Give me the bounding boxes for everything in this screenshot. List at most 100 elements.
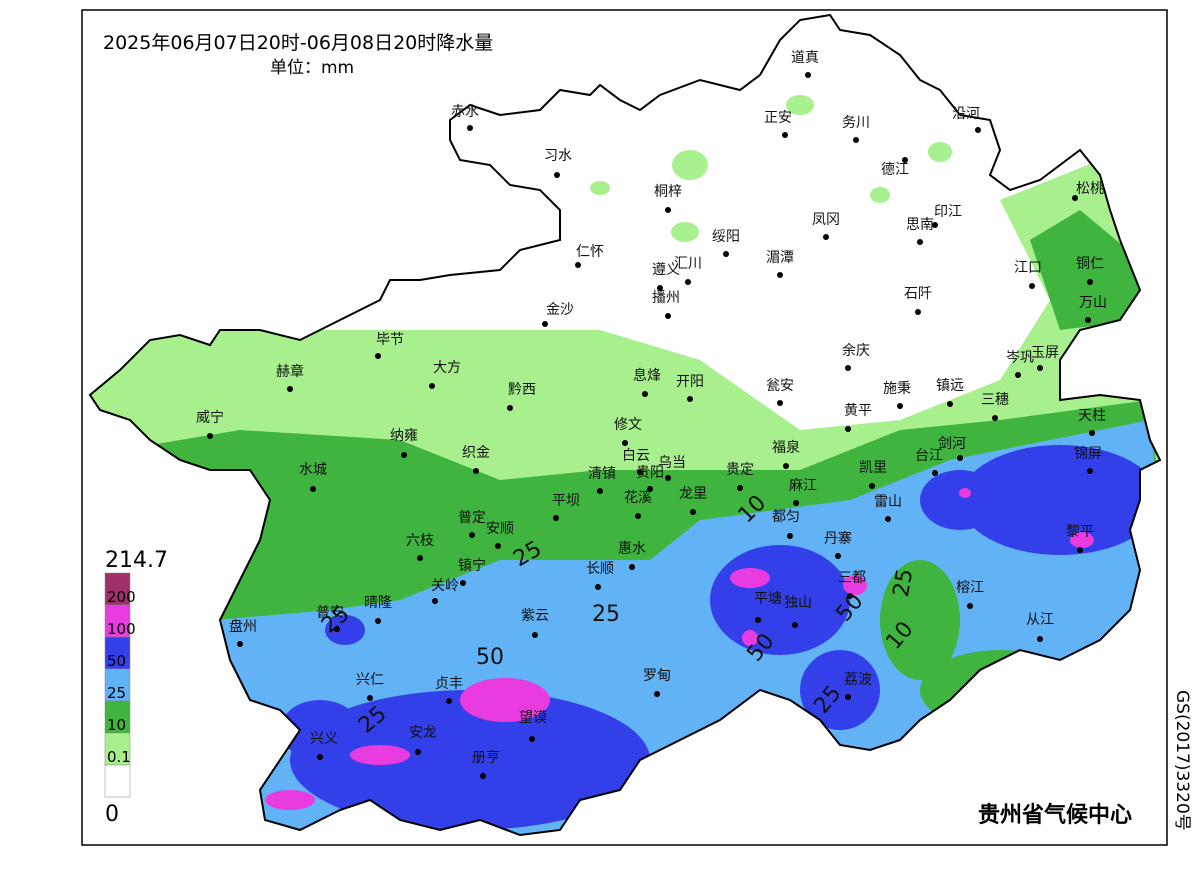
city-dot [532,632,538,638]
city-dot [665,313,671,319]
city-label: 石阡 [904,286,932,302]
city-label: 纳雍 [390,428,418,444]
city-label: 江口 [1014,260,1042,276]
city-label: 天柱 [1078,408,1106,424]
city-dot [480,773,486,779]
city-label: 白云 [622,448,650,464]
city-dot [635,513,641,519]
city-dot [947,401,953,407]
city-dot [787,533,793,539]
city-dot [665,207,671,213]
city-label: 修文 [614,417,642,433]
city-dot [469,532,475,538]
contour-label: 50 [476,645,504,670]
city-dot [401,452,407,458]
city-dot [1029,283,1035,289]
city-label: 贞丰 [435,675,463,692]
city-dot [375,618,381,624]
city-dot [782,132,788,138]
city-label: 水城 [299,462,327,478]
city-dot [823,234,829,240]
legend-label: 0.1 [107,748,131,766]
city-label: 普定 [458,510,486,526]
city-dot [1087,279,1093,285]
city-label: 道真 [791,50,819,66]
city-label: 绥阳 [712,229,740,245]
city-dot [1072,195,1078,201]
zone-rainstorm [1070,532,1094,548]
city-label: 三穗 [981,392,1009,408]
zone-light-patch [590,181,610,195]
city-dot [207,433,213,439]
contour-label: 25 [592,602,620,627]
contour-label: 25 [889,567,918,599]
city-label: 清镇 [588,466,616,482]
city-dot [665,475,671,481]
city-label: 长顺 [586,561,614,577]
zone-rainstorm [350,745,410,765]
city-dot [975,127,981,133]
zone-moderate [1030,210,1140,330]
city-dot [553,515,559,521]
city-label: 开阳 [676,374,704,390]
zone-light-patch [928,142,952,162]
zone-rainstorm [460,678,550,722]
city-dot [317,754,323,760]
zone-rainstorm [742,630,758,646]
city-label: 独山 [784,595,812,611]
city-label: 大方 [433,360,461,376]
city-dot [473,468,479,474]
legend-label: 50 [107,652,126,670]
city-dot [932,222,938,228]
city-label: 万山 [1079,295,1107,311]
city-label: 织金 [462,445,490,461]
city-dot [417,555,423,561]
city-dot [554,172,560,178]
city-label: 余庆 [842,342,870,359]
city-label: 思南 [906,217,934,233]
city-dot [460,580,466,586]
city-label: 务川 [842,115,870,131]
city-dot [869,483,875,489]
city-label: 台江 [915,448,943,464]
city-label: 兴仁 [356,672,384,688]
city-label: 兴义 [310,731,338,747]
city-label: 三都 [838,570,866,586]
city-label: 丹寨 [824,530,852,547]
city-label: 关岭 [431,578,459,594]
city-label: 安顺 [486,521,514,537]
city-label: 德江 [881,162,909,178]
city-dot [793,500,799,506]
city-dot [237,641,243,647]
city-dot [1089,430,1095,436]
city-label: 册亨 [472,749,500,766]
city-label: 锦屏 [1074,445,1102,462]
city-label: 荔波 [844,672,872,688]
city-dot [723,251,729,257]
city-label: 播州 [652,290,680,306]
zone-torrential [960,445,1160,555]
city-label: 六枝 [406,533,434,549]
city-label: 铜仁 [1076,256,1104,272]
zone-rainstorm [959,488,971,498]
city-dot [847,593,853,599]
city-label: 桐梓 [654,184,682,200]
city-label: 遵义 [652,261,680,278]
city-dot [597,488,603,494]
city-dot [917,239,923,245]
city-dot [845,365,851,371]
zone-torrential [920,470,1000,530]
city-label: 罗甸 [643,668,671,684]
city-label: 麻江 [789,478,817,494]
province-outline [88,13,1162,837]
zone-light-patch [672,150,708,180]
city-label: 紫云 [521,608,549,624]
city-label: 习水 [544,148,572,164]
zone-rainstorm [265,790,315,810]
city-dot [467,125,473,131]
city-dot [367,695,373,701]
city-dot [657,285,663,291]
city-label: 龙里 [679,486,707,502]
city-label: 晴隆 [364,595,392,611]
city-dot [446,698,452,704]
